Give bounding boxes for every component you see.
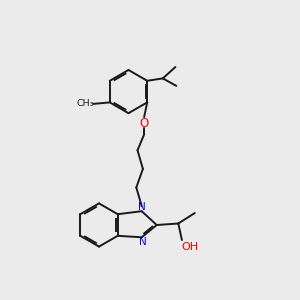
Text: O: O [140,117,149,130]
Text: N: N [138,202,146,212]
Text: N: N [139,237,147,247]
Text: CH₃: CH₃ [76,99,94,108]
Text: OH: OH [182,242,199,252]
